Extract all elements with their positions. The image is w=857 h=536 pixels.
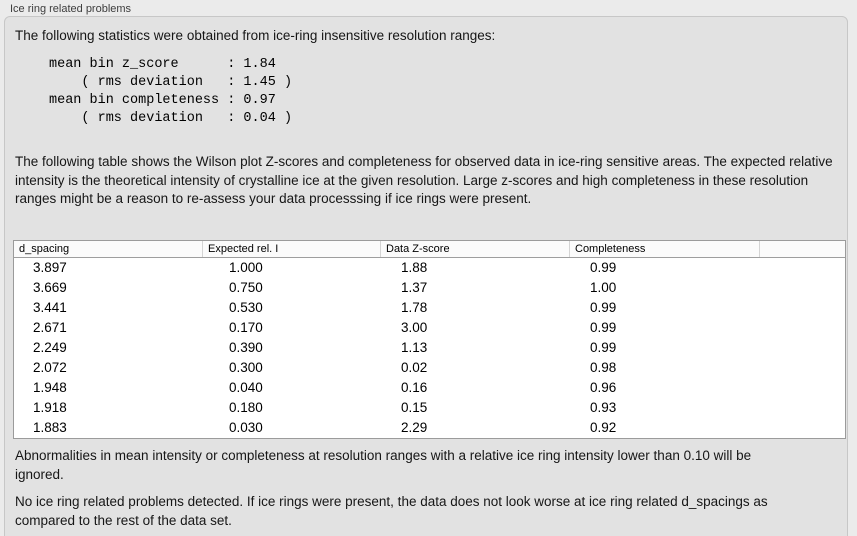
cell-d-spacing: 3.441 [33,300,67,315]
cell-expected-rel-i: 0.040 [229,380,263,395]
cell-data-z-score: 1.37 [401,280,428,295]
cell-expected-rel-i: 0.530 [229,300,263,315]
table-row[interactable]: 1.948 0.040 0.16 0.96 [14,378,845,398]
cell-expected-rel-i: 0.300 [229,360,263,375]
cell-d-spacing: 1.948 [33,380,67,395]
cell-data-z-score: 0.16 [401,380,428,395]
conclusion-text: No ice ring related problems detected. I… [15,494,768,528]
cell-d-spacing: 1.918 [33,400,67,415]
cell-data-z-score: 0.02 [401,360,428,375]
cell-d-spacing: 3.669 [33,280,67,295]
table-row[interactable]: 3.897 1.000 1.88 0.99 [14,258,845,278]
cell-completeness: 0.99 [590,300,617,315]
column-header-d-spacing[interactable]: d_spacing [19,243,70,255]
cell-completeness: 1.00 [590,280,617,295]
cell-completeness: 0.99 [590,340,617,355]
column-header-expected-rel-i[interactable]: Expected rel. I [202,241,380,257]
cell-completeness: 0.92 [590,420,617,435]
cell-data-z-score: 1.88 [401,260,428,275]
cell-d-spacing: 2.671 [33,320,67,335]
cell-data-z-score: 3.00 [401,320,428,335]
table-description: The following table shows the Wilson plo… [15,154,833,206]
cell-data-z-score: 1.78 [401,300,428,315]
cell-expected-rel-i: 0.390 [229,340,263,355]
cell-expected-rel-i: 0.180 [229,400,263,415]
table-row[interactable]: 1.918 0.180 0.15 0.93 [14,398,845,418]
cell-d-spacing: 3.897 [33,260,67,275]
cell-completeness: 0.93 [590,400,617,415]
cell-completeness: 0.98 [590,360,617,375]
cell-expected-rel-i: 0.750 [229,280,263,295]
cell-data-z-score: 1.13 [401,340,428,355]
cell-expected-rel-i: 1.000 [229,260,263,275]
intro-text: The following statistics were obtained f… [15,28,496,43]
cell-data-z-score: 0.15 [401,400,428,415]
column-header-completeness[interactable]: Completeness [569,241,759,257]
table-row[interactable]: 2.072 0.300 0.02 0.98 [14,358,845,378]
cell-d-spacing: 2.072 [33,360,67,375]
table-row[interactable]: 2.249 0.390 1.13 0.99 [14,338,845,358]
table-row[interactable]: 2.671 0.170 3.00 0.99 [14,318,845,338]
cell-completeness: 0.99 [590,320,617,335]
table-row[interactable]: 1.883 0.030 2.29 0.92 [14,418,845,438]
table-row[interactable]: 3.441 0.530 1.78 0.99 [14,298,845,318]
column-header-empty [759,241,845,257]
ice-ring-groupbox: The following statistics were obtained f… [4,16,848,536]
ice-ring-table: d_spacing Expected rel. I Data Z-score C… [13,240,846,439]
cell-data-z-score: 2.29 [401,420,428,435]
cell-expected-rel-i: 0.170 [229,320,263,335]
table-row[interactable]: 3.669 0.750 1.37 1.00 [14,278,845,298]
groupbox-title: Ice ring related problems [10,3,132,15]
cell-completeness: 0.96 [590,380,617,395]
table-header-row: d_spacing Expected rel. I Data Z-score C… [14,241,845,258]
cell-d-spacing: 2.249 [33,340,67,355]
cell-d-spacing: 1.883 [33,420,67,435]
column-header-data-z-score[interactable]: Data Z-score [380,241,569,257]
cell-expected-rel-i: 0.030 [229,420,263,435]
stats-block: mean bin z_score : 1.84 ( rms deviation … [49,57,293,126]
cell-completeness: 0.99 [590,260,617,275]
ignore-threshold-note: Abnormalities in mean intensity or compl… [15,448,752,482]
